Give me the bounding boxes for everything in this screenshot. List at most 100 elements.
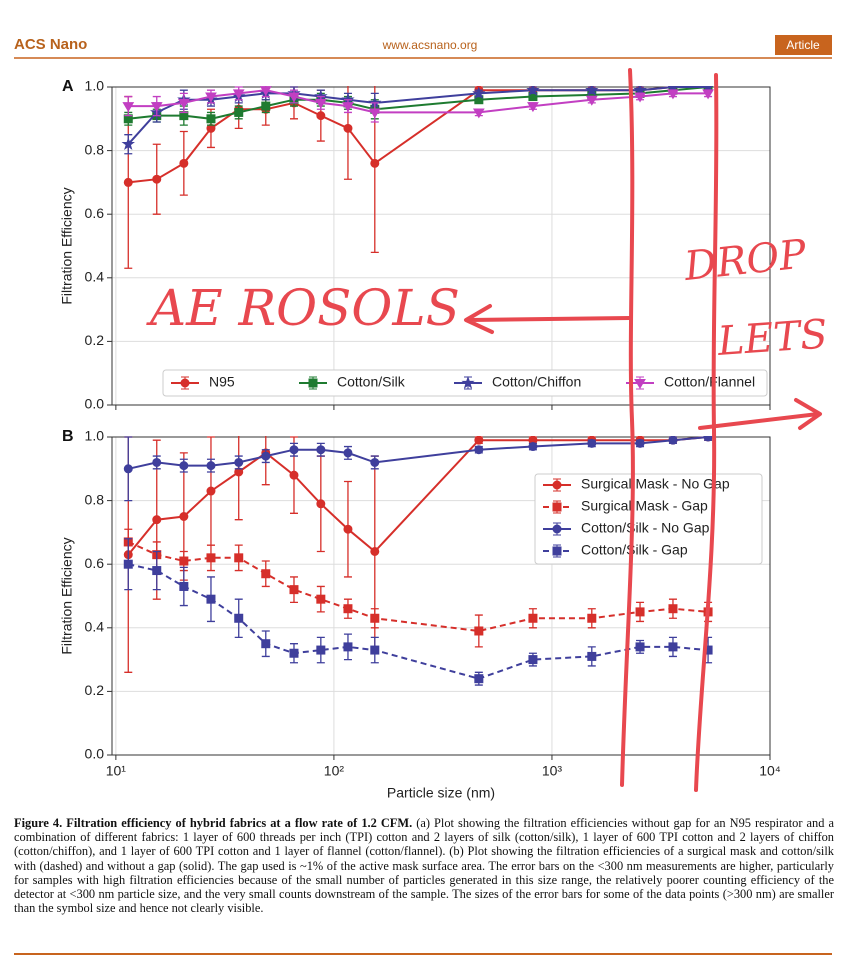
marker [179, 512, 189, 521]
marker [206, 114, 216, 124]
marker [206, 486, 216, 496]
marker [552, 524, 562, 534]
legend-label: N95 [209, 374, 235, 390]
journal: ACS Nano [14, 36, 87, 53]
marker [552, 480, 562, 490]
marker [370, 613, 380, 623]
legend-label: Cotton/Silk - Gap [581, 542, 688, 558]
marker [635, 607, 645, 617]
series-group [123, 436, 713, 686]
legend-box [534, 473, 763, 565]
marker [179, 556, 189, 566]
plot-frame [111, 86, 771, 406]
marker [316, 645, 326, 655]
panel-label: B [62, 428, 74, 445]
marker [261, 451, 271, 461]
marker [179, 461, 189, 471]
hand-arrow [464, 304, 632, 334]
y-tick-label: 0.6 [85, 205, 105, 221]
marker [123, 464, 133, 474]
annotation: AE ROSOLS [146, 279, 460, 337]
series-line [128, 436, 709, 470]
legend-label: Cotton/Chiffon [492, 374, 581, 390]
series-line [127, 436, 709, 556]
marker [234, 107, 244, 117]
legend-label: Cotton/Flannel [664, 374, 755, 390]
marker [587, 613, 597, 623]
marker [668, 604, 678, 614]
marker [368, 108, 381, 119]
marker [702, 89, 714, 100]
y-tick-label: 0.8 [85, 491, 105, 507]
panel-label: A [62, 78, 74, 95]
marker [585, 95, 598, 106]
marker [234, 457, 244, 467]
marker [343, 604, 353, 614]
marker [668, 436, 678, 445]
marker [316, 445, 326, 455]
x-tick-label: 10⁴ [759, 763, 781, 779]
marker [343, 642, 353, 652]
marker [528, 655, 538, 665]
caption-label: Figure 4. Filtration efficiency of hybri… [14, 816, 413, 830]
marker [179, 581, 189, 591]
section: Article [786, 38, 820, 52]
caption-text: (a) Plot showing the filtration efficien… [14, 816, 834, 916]
marker [122, 102, 135, 113]
chart: 0.0 0.2 0.4 0.6 0.8 1.0 A Filtration Efficiency… [59, 78, 771, 412]
legend-label: Surgical Mask - No Gap [581, 476, 730, 492]
marker [472, 108, 485, 119]
legend-label: Cotton/Silk - No Gap [581, 520, 710, 536]
marker [370, 546, 380, 556]
marker [587, 438, 597, 448]
marker [289, 648, 299, 658]
marker [152, 566, 162, 576]
marker [180, 378, 190, 388]
marker [232, 89, 245, 100]
y-tick-label: 0.2 [85, 332, 105, 348]
marker [288, 92, 300, 103]
y-tick-label: 0.0 [85, 396, 105, 412]
series-line [128, 89, 709, 114]
annotation: LETS [715, 311, 829, 365]
marker [261, 101, 271, 111]
marker [634, 379, 646, 389]
marker [205, 92, 217, 103]
marker [474, 626, 484, 636]
y-axis-label: Filtration Efficiency [59, 537, 75, 654]
y-tick-label: 0.0 [85, 746, 105, 762]
plot-frame [111, 436, 771, 756]
marker [261, 569, 271, 579]
plot-area [112, 87, 770, 405]
marker [343, 448, 353, 458]
marker [179, 158, 189, 168]
marker [552, 502, 562, 512]
marker [259, 86, 272, 97]
marker [121, 137, 135, 150]
y-tick-label: 0.4 [85, 619, 105, 635]
marker [152, 457, 162, 467]
marker [370, 457, 380, 467]
figure: ACS Nano www.acsnano.org Article 0.0 0.2 0… [14, 35, 832, 801]
url: www.acsnano.org [382, 38, 478, 52]
marker [314, 98, 327, 109]
marker [635, 642, 645, 652]
marker [633, 86, 647, 96]
marker [528, 442, 538, 452]
section-badge [775, 35, 832, 55]
marker [177, 98, 190, 109]
legend-label: Cotton/Silk [337, 374, 406, 390]
marker [206, 594, 216, 604]
y-tick-label: 0.2 [85, 682, 105, 698]
marker [703, 436, 713, 442]
marker [526, 86, 540, 96]
marker [261, 639, 271, 649]
y-tick-label: 1.0 [85, 78, 105, 94]
series-line [127, 540, 709, 633]
marker [587, 651, 597, 661]
marker [152, 515, 162, 525]
marker [585, 86, 599, 96]
marker [308, 378, 318, 388]
marker [152, 174, 162, 184]
